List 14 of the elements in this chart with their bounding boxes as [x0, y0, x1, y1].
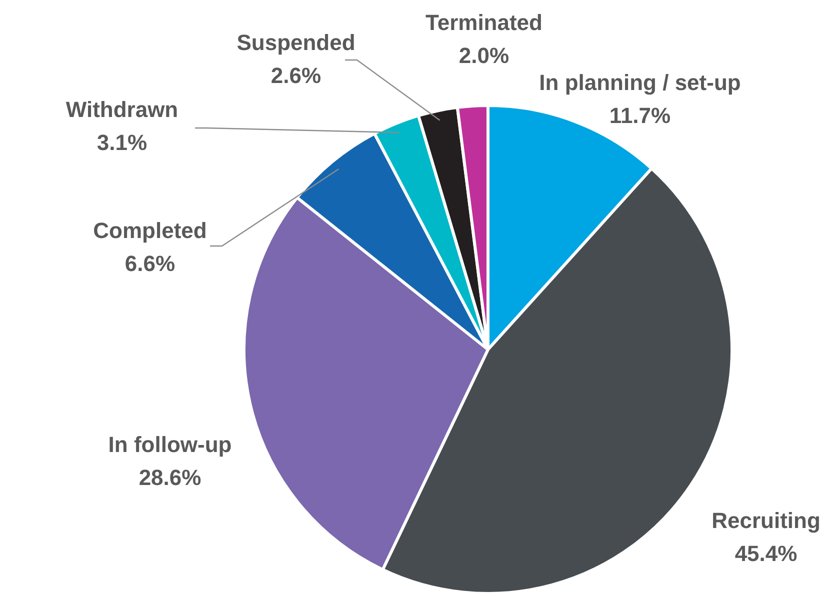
data-label: 28.6% [138, 465, 202, 490]
slice-label: Recruiting [712, 508, 820, 534]
slice-label: In planning / set-up [539, 70, 741, 96]
slice-label: In follow-up [108, 432, 232, 458]
data-label: 2.0% [458, 43, 510, 68]
data-label: 2.6% [270, 63, 322, 88]
slice-label: Suspended [236, 30, 356, 56]
slice-label: Withdrawn [66, 97, 178, 122]
data-label: 45.4% [734, 541, 798, 566]
data-label: 11.7% [609, 103, 671, 128]
slice-label: Completed [93, 218, 207, 244]
data-label: 3.1% [96, 130, 148, 156]
slice-label: Terminated [426, 10, 542, 36]
data-label: 6.6% [124, 251, 176, 276]
